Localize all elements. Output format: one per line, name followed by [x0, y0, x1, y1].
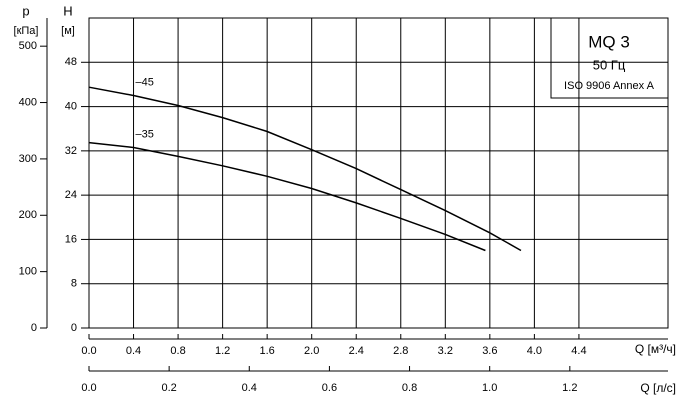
x-tick-label: 2.8	[393, 345, 408, 357]
chart-subtitle: 50 Гц	[593, 57, 626, 72]
x2-tick-label: 1.0	[482, 382, 497, 394]
x-tick-label: 0.8	[170, 345, 185, 357]
x2-axis-label: Q [л/с]	[640, 381, 676, 395]
x-tick-label: 4.4	[571, 345, 586, 357]
curve	[88, 141, 486, 252]
curve-label: –35	[136, 128, 154, 140]
x-tick-label: 2.4	[349, 345, 364, 357]
y-tick-label: 16	[65, 233, 77, 245]
y-tick-label: 24	[65, 189, 77, 201]
y2-tick-label: 0	[31, 322, 37, 334]
y-axis-label: H	[63, 3, 72, 18]
x-tick-label: 0.0	[81, 345, 96, 357]
x-tick-label: 1.2	[215, 345, 230, 357]
y2-axis-label: p	[22, 3, 29, 18]
y2-tick-label: 300	[19, 153, 37, 165]
y2-tick-label: 500	[19, 40, 37, 52]
y-tick-label: 40	[65, 100, 77, 112]
x-tick-label: 1.6	[260, 345, 275, 357]
y2-axis-unit: [кПа]	[14, 25, 39, 37]
y-tick-label: 0	[71, 322, 77, 334]
x2-tick-label: 0.0	[81, 382, 96, 394]
x-tick-label: 2.0	[304, 345, 319, 357]
curve-label: –45	[136, 76, 154, 88]
y-tick-label: 32	[65, 145, 77, 157]
x-tick-label: 3.6	[482, 345, 497, 357]
x2-tick-label: 0.6	[322, 382, 337, 394]
x-axis-label: Q [м³/ч]	[635, 342, 676, 356]
x2-tick-label: 1.2	[562, 382, 577, 394]
chart-note: ISO 9906 Annex A	[564, 80, 655, 92]
x-tick-label: 4.0	[527, 345, 542, 357]
x2-tick-label: 0.4	[242, 382, 257, 394]
x2-tick-label: 0.2	[161, 382, 176, 394]
y2-tick-label: 100	[19, 266, 37, 278]
legend-box	[550, 17, 669, 99]
x-tick-label: 3.2	[438, 345, 453, 357]
x2-tick-label: 0.8	[402, 382, 417, 394]
curve	[88, 86, 522, 252]
y-tick-label: 48	[65, 56, 77, 68]
y-tick-label: 8	[71, 278, 77, 290]
x-tick-label: 0.4	[126, 345, 141, 357]
y-axis-unit: [м]	[61, 25, 75, 37]
y2-tick-label: 200	[19, 209, 37, 221]
chart-title: MQ 3	[588, 32, 630, 51]
y2-tick-label: 400	[19, 96, 37, 108]
